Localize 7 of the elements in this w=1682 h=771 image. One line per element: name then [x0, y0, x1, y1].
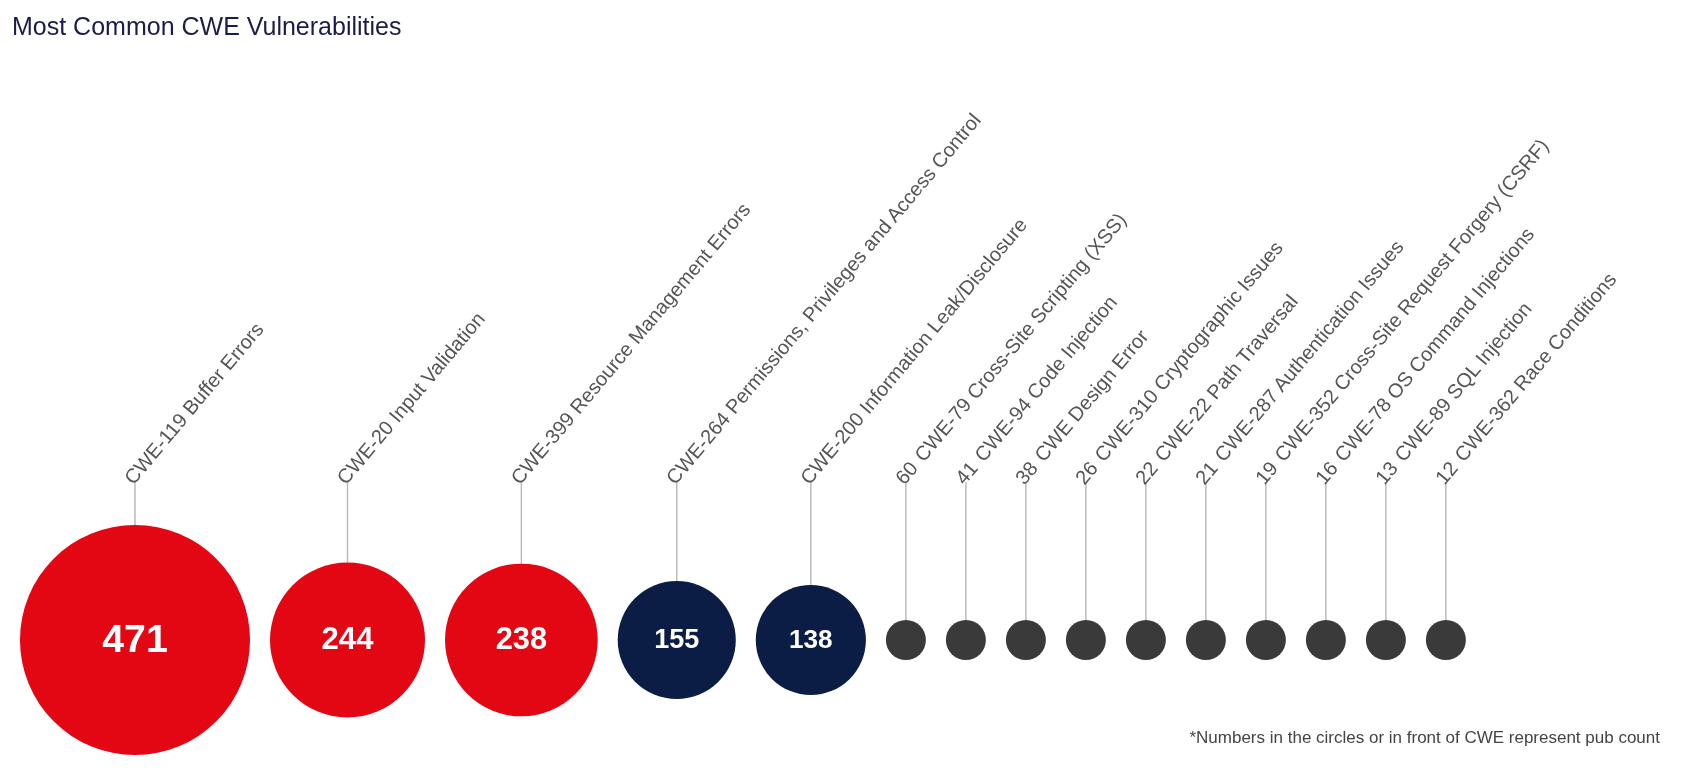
data-label: 138 — [789, 624, 833, 654]
data-label: 155 — [654, 624, 700, 654]
data-label: 238 — [495, 621, 548, 656]
data-label: 471 — [102, 616, 168, 660]
data-label: 244 — [321, 621, 375, 656]
text: Most Common CWE Vulnerabilities — [12, 12, 402, 40]
text: *Numbers in the circles or in front of CWE represent pub count — [1189, 728, 1661, 747]
